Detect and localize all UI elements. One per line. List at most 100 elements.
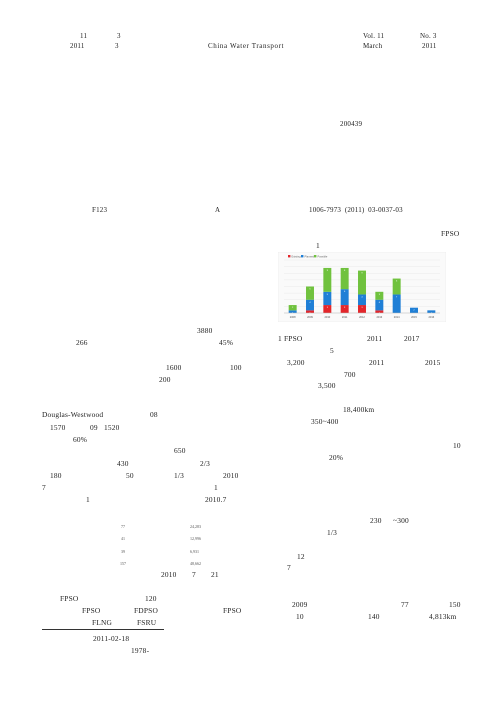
right-text: 2017 [404,334,420,343]
bar-segment [358,270,366,295]
bar-segment [340,267,349,290]
data-label: 2 [292,307,294,309]
left-text: 08 [150,410,158,419]
right-text: 3,200 [287,358,305,367]
fpso-bar-chart: Existing Planned Possible12200814520093592… [278,252,446,322]
article-id: 1006-7973 (2011) 03-0037-03 [309,206,403,214]
legend-entry: Possible [318,254,328,258]
right-text: 5 [330,346,334,355]
left-text: 21 [211,570,219,579]
right-text: 150 [449,600,461,609]
table-cell: 24,283 [190,524,201,529]
x-tick-label: 2008 [290,315,296,319]
header-volume-en: Vol. 11 [363,32,385,40]
left-text: 430 [117,459,129,468]
x-tick-label: 2014 [394,315,400,319]
left-text: 180 [50,471,62,480]
table-cell: 39 [121,549,125,554]
right-text: 2011 [367,334,383,343]
bar-segment [392,278,401,295]
right-text: 20% [329,453,344,462]
right-text: 3,500 [318,381,336,390]
right-text: 140 [368,612,380,621]
right-text: 7 [287,563,291,572]
legend-swatch [301,255,304,258]
left-text: 1520 [104,423,120,432]
header-number-cn: 3 [117,32,121,40]
left-text: 2010.7 [205,495,227,504]
data-label: 1 [379,312,381,314]
left-text: 2010 [161,570,177,579]
left-text: 50 [126,471,134,480]
left-text: 100 [230,363,242,372]
header-volume-cn: 11 [80,32,88,40]
left-text: 1570 [50,423,66,432]
bar-segment [375,299,384,311]
data-label: 7 [396,296,398,298]
bar-segment [323,267,332,292]
right-text: FPSO [441,229,460,238]
right-text: ~300 [393,516,409,525]
right-text: 700 [344,370,356,379]
bar-segment [375,291,384,300]
header-number-en: No. 3 [420,32,437,40]
bar-segment [288,305,297,311]
bar-segment [358,305,366,313]
right-text: 12 [297,552,305,561]
right-text: 350~400 [311,417,339,426]
data-label: 3 [344,307,346,309]
bar-segment [306,299,314,311]
figure-caption: 1 FPSO [278,334,303,343]
right-text: 77 [401,600,409,609]
left-text: 1600 [166,363,182,372]
data-label: 5 [309,289,311,291]
author-birth: 1978- [131,646,150,655]
data-label: 1 [431,312,433,314]
x-tick-label: 2015 [411,315,417,319]
data-label: 3 [361,307,363,309]
bar-segment [323,291,332,306]
bar-segment [306,310,314,313]
data-label: 6 [344,291,346,293]
right-text: 10 [296,612,304,621]
left-text: 7 [42,483,46,492]
legend-swatch [288,255,291,258]
data-label: 9 [327,270,329,272]
left-text: 266 [76,338,88,347]
bar-segment [340,305,349,313]
left-text: FSRU [137,618,157,627]
data-label: 3 [379,294,381,296]
left-text: Douglas-Westwood [42,410,104,419]
right-text: 1 [316,241,320,250]
right-text: 18,400km [343,405,375,414]
left-text: 7 [192,570,196,579]
bar-segment [323,305,332,313]
legend-swatch [314,255,317,258]
table-cell: 41 [121,536,125,541]
table-cell: 157 [120,561,126,566]
left-text: 60% [73,435,88,444]
journal-title-en: China Water Transport [208,42,285,50]
received-date: 2011-02-18 [93,634,130,643]
left-text: 3880 [197,326,213,335]
x-tick-label: 2009 [307,315,313,319]
right-text: 4,813km [429,612,457,621]
x-tick-label: 2011 [342,315,348,319]
right-text: 1/3 [327,528,338,537]
left-text: FDPSO [134,606,159,615]
right-text: 230 [370,516,382,525]
table-cell: 48,662 [190,561,201,566]
x-tick-label: 2016 [428,315,434,319]
left-text: FPSO [82,606,101,615]
right-text: 2011 [369,358,385,367]
bar-segment [410,307,418,313]
bar-segment [392,294,401,313]
bar-segment [375,310,384,313]
x-tick-label: 2012 [359,315,365,319]
table-cell: 6,931 [190,549,199,554]
data-label: 3 [327,307,329,309]
data-label: 4 [309,302,311,304]
data-label: 6 [396,281,398,283]
left-text: 1/3 [174,471,185,480]
left-text: FPSO [60,594,79,603]
